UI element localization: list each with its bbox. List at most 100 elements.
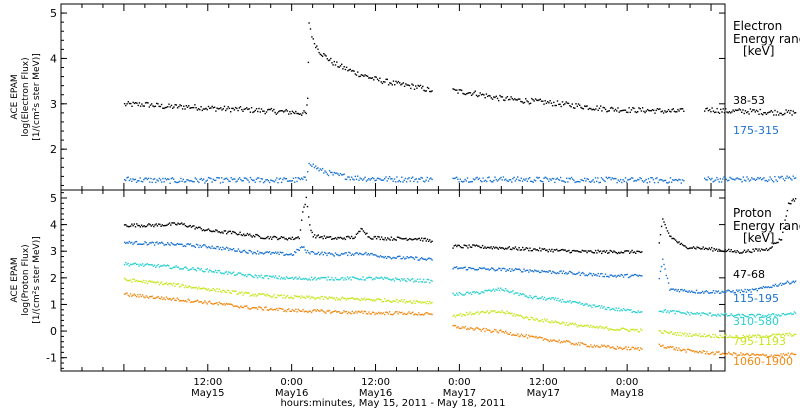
proton-data-point bbox=[301, 295, 303, 297]
proton-data-point bbox=[302, 211, 304, 213]
electron-data-point bbox=[749, 179, 752, 181]
proton-data-point bbox=[273, 293, 276, 296]
electron-data-point bbox=[653, 181, 656, 184]
electron-data-point bbox=[147, 102, 149, 104]
proton-data-point bbox=[176, 297, 178, 299]
electron-data-point bbox=[298, 113, 300, 115]
proton-data-point bbox=[770, 354, 772, 356]
electron-data-point bbox=[590, 181, 592, 183]
proton-data-point bbox=[290, 310, 292, 312]
proton-data-point bbox=[236, 250, 238, 252]
proton-data-point bbox=[274, 296, 277, 299]
proton-data-point bbox=[618, 329, 620, 331]
proton-data-point bbox=[502, 247, 504, 249]
electron-data-point bbox=[183, 181, 186, 183]
proton-data-point bbox=[601, 272, 603, 275]
proton-data-point bbox=[685, 246, 687, 248]
proton-data-point bbox=[234, 250, 236, 252]
electron-data-point bbox=[788, 176, 791, 178]
electron-data-point bbox=[421, 87, 423, 89]
proton-data-point bbox=[270, 295, 272, 298]
electron-data-point bbox=[480, 180, 482, 182]
proton-data-point bbox=[553, 298, 555, 301]
proton-data-point bbox=[210, 247, 212, 249]
electron-data-point bbox=[499, 94, 501, 97]
electron-data-point bbox=[210, 107, 212, 109]
proton-data-point bbox=[762, 249, 764, 251]
electron-data-point bbox=[756, 178, 758, 180]
proton-ytick-label: 3 bbox=[50, 245, 57, 258]
proton-data-point bbox=[256, 277, 259, 279]
electron-data-point bbox=[559, 103, 561, 105]
electron-data-point bbox=[299, 178, 302, 181]
proton-data-point bbox=[246, 292, 248, 294]
proton-data-point bbox=[351, 310, 353, 312]
proton-data-point bbox=[599, 307, 602, 309]
proton-data-point bbox=[673, 310, 675, 312]
proton-data-point bbox=[512, 315, 514, 317]
proton-data-point bbox=[602, 250, 604, 253]
proton-data-point bbox=[714, 353, 717, 355]
proton-data-point bbox=[181, 268, 183, 270]
electron-data-point bbox=[151, 103, 153, 105]
proton-data-point bbox=[670, 331, 673, 333]
electron-data-point bbox=[574, 107, 576, 109]
proton-data-point bbox=[316, 297, 319, 299]
proton-data-point bbox=[412, 238, 414, 241]
electron-data-point bbox=[240, 178, 242, 181]
proton-data-point bbox=[240, 272, 242, 274]
proton-data-point bbox=[706, 291, 709, 293]
proton-data-point bbox=[534, 248, 536, 250]
proton-data-point bbox=[756, 290, 758, 292]
proton-data-point bbox=[775, 354, 777, 357]
proton-data-point bbox=[255, 295, 258, 297]
proton-data-point bbox=[345, 252, 348, 254]
proton-data-point bbox=[664, 223, 666, 226]
proton-data-point bbox=[512, 269, 514, 272]
electron-data-point bbox=[193, 181, 195, 183]
proton-data-point bbox=[691, 312, 693, 315]
proton-data-point bbox=[179, 286, 181, 288]
proton-data-point bbox=[603, 328, 605, 330]
proton-data-point bbox=[314, 298, 316, 300]
electron-data-point bbox=[270, 179, 272, 181]
proton-data-point bbox=[503, 290, 506, 292]
proton-data-point bbox=[568, 270, 571, 273]
proton-data-point bbox=[132, 263, 134, 265]
electron-data-point bbox=[712, 181, 714, 183]
proton-data-point bbox=[570, 271, 572, 273]
proton-data-point bbox=[330, 278, 332, 281]
proton-data-point bbox=[496, 331, 498, 333]
electron-data-point bbox=[472, 93, 474, 95]
electron-data-point bbox=[537, 177, 539, 179]
electron-data-point bbox=[783, 113, 785, 116]
proton-data-point bbox=[183, 286, 186, 289]
electron-data-point bbox=[345, 178, 348, 181]
proton-data-point bbox=[231, 249, 234, 251]
proton-data-point bbox=[545, 249, 547, 252]
electron-data-point bbox=[662, 180, 664, 182]
electron-data-point bbox=[386, 78, 388, 81]
electron-data-point bbox=[179, 104, 181, 106]
proton-data-point bbox=[541, 337, 543, 339]
electron-data-point bbox=[705, 179, 707, 181]
electron-data-point bbox=[328, 170, 331, 172]
proton-data-point bbox=[249, 274, 252, 276]
electron-data-point bbox=[523, 178, 525, 180]
electron-data-point bbox=[137, 104, 139, 107]
electron-data-point bbox=[290, 113, 292, 115]
proton-data-point bbox=[676, 240, 678, 243]
proton-data-point bbox=[706, 248, 708, 250]
electron-data-point bbox=[264, 112, 266, 115]
proton-data-point bbox=[237, 234, 239, 236]
proton-data-point bbox=[608, 251, 610, 254]
electron-data-point bbox=[186, 106, 189, 108]
proton-data-point bbox=[700, 351, 702, 353]
proton-data-point bbox=[479, 246, 481, 249]
proton-data-point bbox=[768, 313, 770, 316]
proton-data-point bbox=[661, 332, 663, 334]
proton-data-point bbox=[564, 272, 566, 275]
proton-data-point bbox=[612, 329, 614, 331]
proton-data-point bbox=[491, 248, 493, 250]
